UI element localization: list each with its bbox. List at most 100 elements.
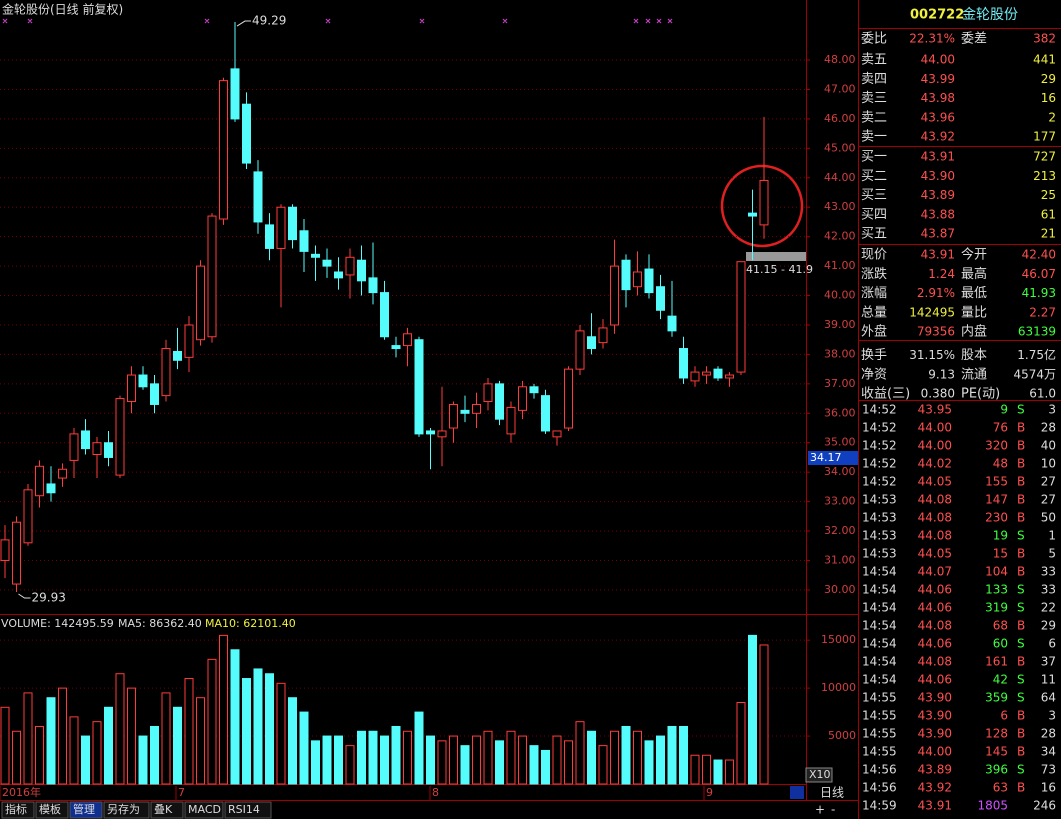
candle-body [472,403,481,414]
tab[interactable] [35,801,69,819]
candle-body [575,330,585,370]
candle-body [437,430,447,438]
trade-count: 73 [1041,763,1056,777]
tab[interactable] [103,801,150,819]
trade-volume: 145 [985,745,1008,759]
y-tick-label: 39.00 [824,318,856,331]
trade-time: 14:52 [862,475,897,489]
candle-body [460,409,470,414]
volume-bar [702,754,711,785]
tab[interactable] [224,801,272,819]
tab-label[interactable]: 叠K [154,803,173,816]
candle-body [242,103,251,164]
volume-bar [460,745,470,785]
tab-label[interactable]: 模板 [39,802,61,816]
trade-side: B [1017,745,1025,759]
book-volume: 2 [1048,110,1056,124]
volume-bar [150,725,159,785]
trade-side: B [1017,457,1025,471]
period[interactable]: 日线 [820,786,844,800]
volume-bar [219,634,228,785]
trade-time: 14:53 [862,511,897,525]
y-tick-label: 42.00 [824,230,856,243]
volume-bar [380,735,389,785]
volume-bar [552,735,562,785]
tab-label[interactable]: 另存为 [107,802,140,816]
tab[interactable] [150,801,184,819]
trade-price: 44.08 [918,619,952,633]
trade-price: 44.02 [918,457,952,471]
trade-price: 43.90 [918,727,952,741]
volume-bar [196,697,205,785]
candle-body [219,80,228,220]
volume-bar [127,687,136,785]
tab-label[interactable]: 管理 [73,802,95,816]
pointer [18,593,31,599]
trade-time: 14:54 [862,583,897,597]
field-label: 净资 [861,367,887,382]
trade-side: B [1017,421,1025,435]
field-label: PE(动) [961,387,1000,402]
candle-body [357,259,366,282]
trade-count: 1 [1048,529,1056,543]
tab[interactable] [184,801,224,819]
candle-body [690,371,700,382]
trade-volume: 9 [1000,403,1008,417]
candle-body [334,271,343,279]
tab-label[interactable]: RSI14 [228,803,260,816]
scroll-box [790,786,804,799]
y-tick-label: 43.00 [824,200,856,213]
trade-time: 14:54 [862,673,897,687]
trade-count: 27 [1041,475,1056,489]
field-value: 1.75亿 [1017,347,1056,362]
volume-bar [368,730,378,785]
trade-price: 44.05 [918,547,952,561]
tab[interactable] [1,801,35,819]
volume-bar [81,735,90,785]
trade-price: 44.00 [918,745,952,759]
trade-time: 14:54 [862,619,897,633]
range-label: 41.15 - 41.9 [746,263,813,276]
candle-body [0,539,10,561]
volume-bar [483,730,493,785]
field-value: 1.24 [928,267,955,281]
trade-volume: 42 [993,673,1008,687]
volume-bar [610,730,619,785]
trade-time: 14:54 [862,565,897,579]
candle-body [587,336,596,350]
tab[interactable] [69,801,103,819]
candle-body [23,489,33,544]
high-label: 49.29 [252,14,286,28]
candle-body [449,403,458,429]
book-label: 卖一 [861,130,887,145]
zoom-button[interactable]: - [831,803,835,817]
field-label: 量比 [961,305,987,320]
trade-count: 64 [1041,691,1056,705]
tab-label[interactable]: 指标 [5,802,27,816]
zoom-button[interactable]: + [815,803,825,817]
candle-body [253,171,263,223]
trade-side: B [1017,727,1025,741]
volume-bar [414,711,424,785]
trade-volume: 60 [993,637,1008,651]
tab-label[interactable]: MACD [188,803,221,816]
candle-body [748,212,757,217]
candle-body [35,465,44,497]
volume-bar [748,634,757,785]
candle-body [633,271,642,288]
trade-price: 43.89 [918,763,952,777]
volume-bar [575,721,585,785]
trade-time: 14:55 [862,709,897,723]
candle-body [759,179,769,226]
volume-bar [115,673,125,785]
ma10-label: MA10: 62101.40 [205,617,296,630]
book-label: 买五 [861,227,887,242]
trade-volume: 19 [993,529,1008,543]
trade-price: 44.08 [918,493,952,507]
book-label: 买二 [861,169,887,184]
volume-bar [598,745,608,785]
candle-body [92,442,102,456]
candle-body [104,442,113,458]
trade-volume: 155 [985,475,1008,489]
